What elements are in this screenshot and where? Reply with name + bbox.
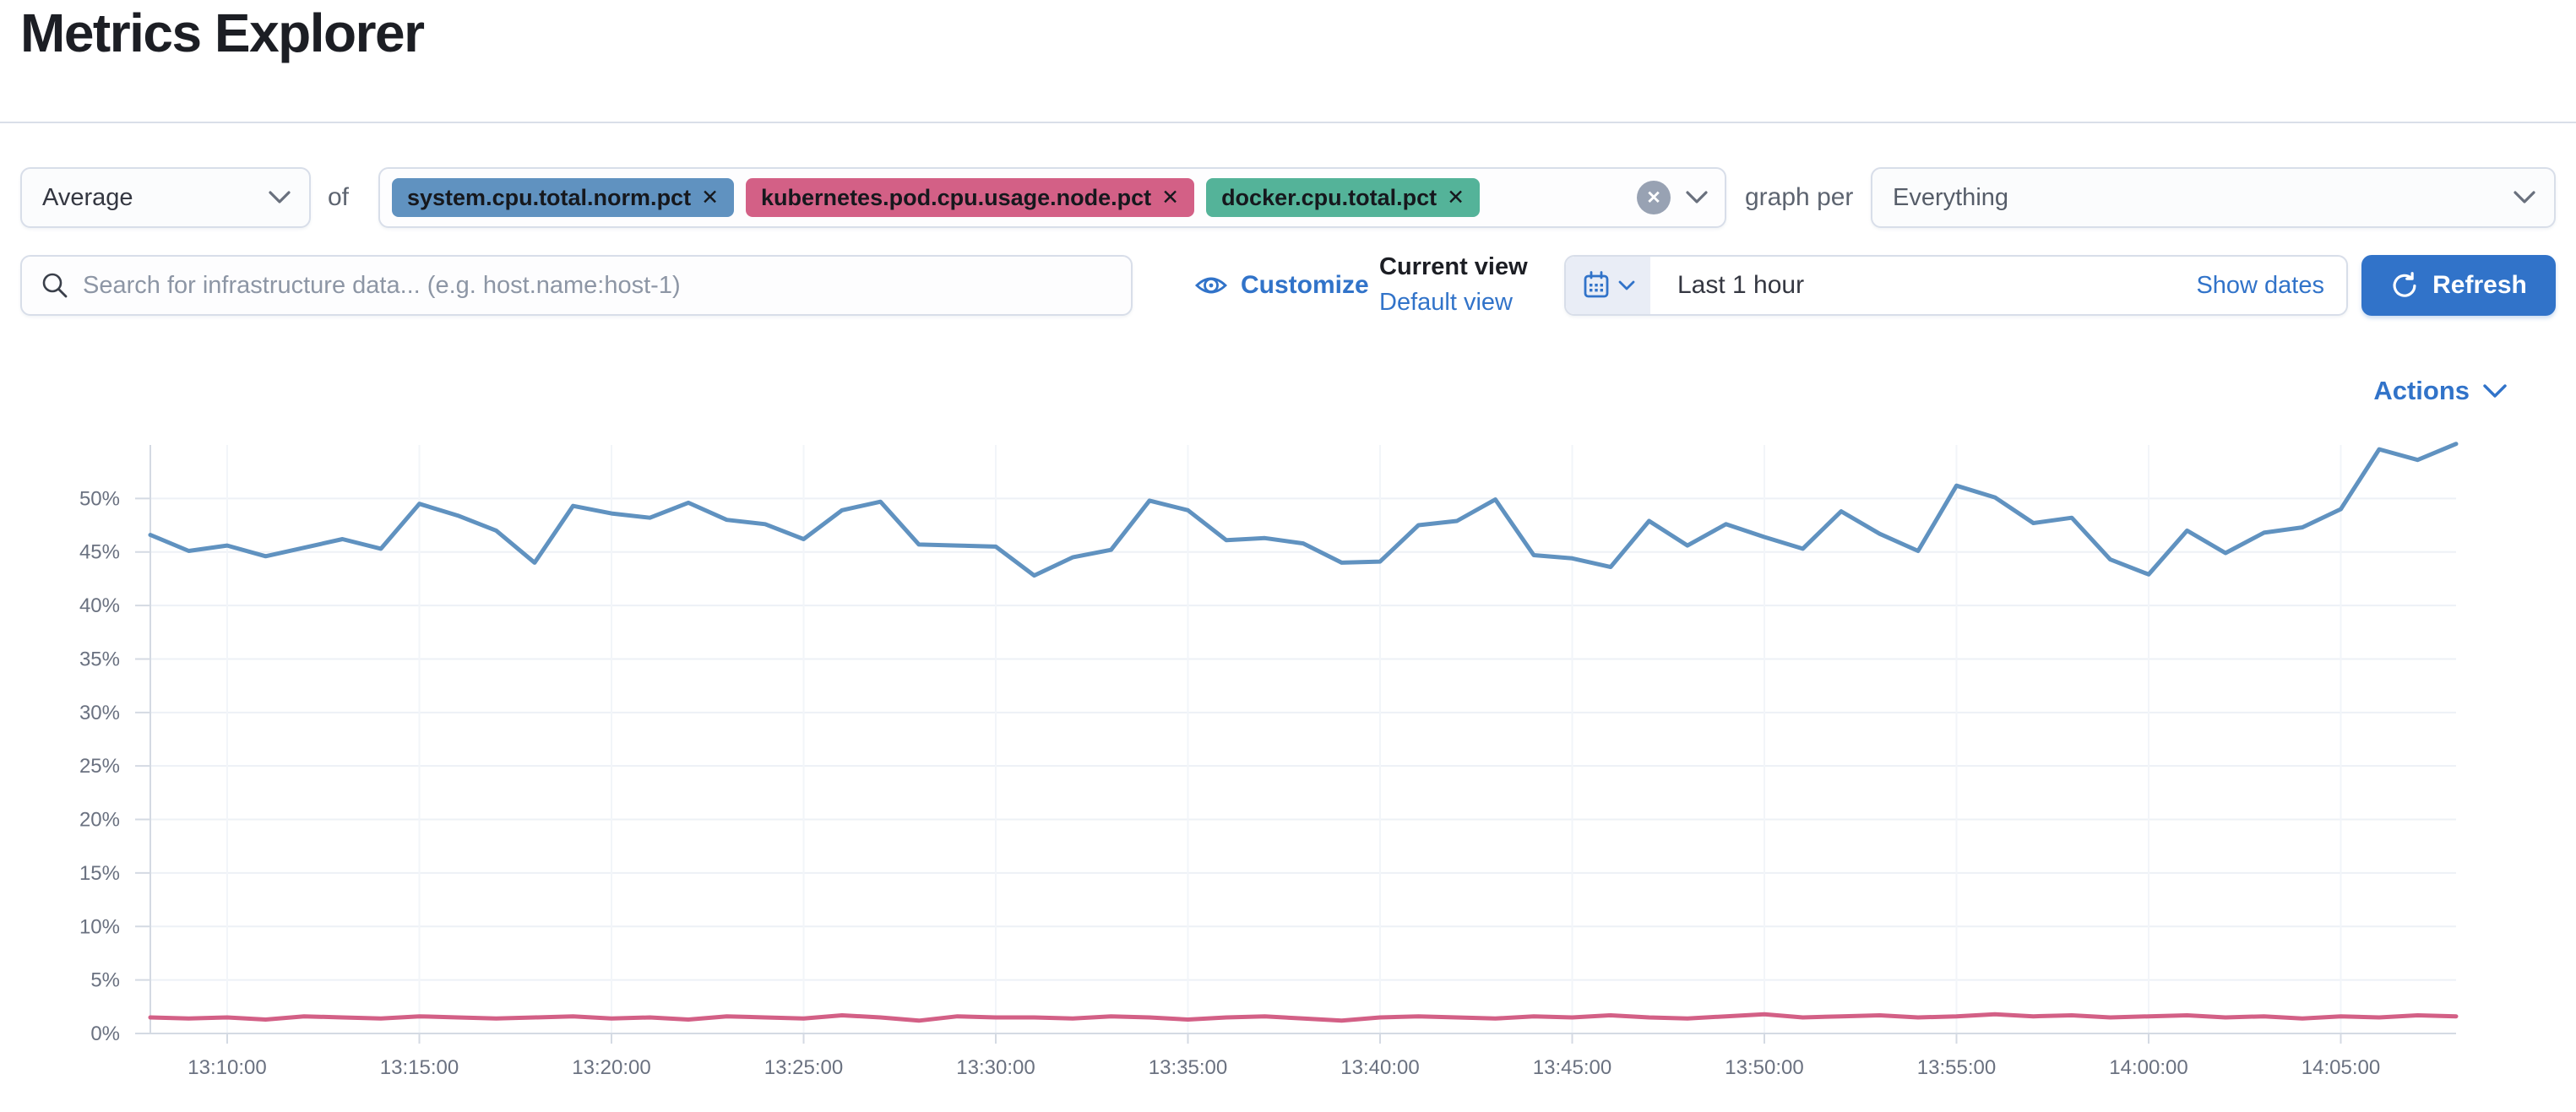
actions-menu-button[interactable]: Actions [2373,376,2507,406]
svg-text:15%: 15% [79,862,120,885]
search-icon [22,271,69,300]
refresh-button[interactable]: Refresh [2361,255,2556,316]
chevron-down-icon[interactable] [1686,191,1708,204]
svg-text:40%: 40% [79,594,120,617]
svg-text:14:00:00: 14:00:00 [2109,1056,2187,1079]
svg-text:13:45:00: 13:45:00 [1533,1056,1611,1079]
metrics-chart[interactable]: 0% 5% 10% 15% 20% 25% 30% 35% 40% 45% 50% 13:10:00 1… [0,422,2576,1108]
metric-tag-label: docker.cpu.total.pct [1221,184,1437,210]
chevron-down-icon [1618,280,1635,290]
svg-text:13:55:00: 13:55:00 [1917,1056,1996,1079]
calendar-icon [1584,271,1609,298]
page-title: Metrics Explorer [20,3,425,63]
svg-text:20%: 20% [79,809,120,832]
time-range-picker: Last 1 hour Show dates [1564,255,2348,316]
saved-view-picker: Current view Default view [1379,253,1548,317]
refresh-label: Refresh [2432,271,2527,299]
eye-icon [1194,277,1228,294]
aggregation-value: Average [42,183,133,211]
search-input[interactable] [69,260,1131,311]
svg-text:13:30:00: 13:30:00 [956,1056,1035,1079]
metric-tag-label: kubernetes.pod.cpu.usage.node.pct [761,184,1152,210]
svg-text:5%: 5% [90,969,120,992]
title-divider [0,122,2576,123]
show-dates-link[interactable]: Show dates [2196,271,2324,299]
svg-text:10%: 10% [79,915,120,938]
default-view-link[interactable]: Default view [1379,289,1513,316]
svg-text:0%: 0% [90,1022,120,1045]
remove-metric-icon[interactable]: ✕ [1447,186,1465,209]
aggregation-select[interactable]: Average [20,167,311,228]
svg-text:13:25:00: 13:25:00 [764,1056,843,1079]
svg-text:25%: 25% [79,755,120,778]
svg-text:13:50:00: 13:50:00 [1725,1056,1803,1079]
calendar-menu-button[interactable] [1566,257,1650,314]
chevron-down-icon [269,191,291,203]
search-input-container [20,255,1133,316]
metric-tag[interactable]: docker.cpu.total.pct ✕ [1206,178,1481,217]
graph-per-value: Everything [1893,183,2009,211]
svg-text:13:20:00: 13:20:00 [572,1056,650,1079]
customize-button[interactable]: Customize [1194,255,1369,316]
current-view-label: Current view [1379,253,1528,280]
chevron-down-icon [2514,191,2535,203]
svg-text:30%: 30% [79,702,120,724]
svg-text:13:10:00: 13:10:00 [187,1056,266,1079]
metrics-combobox[interactable]: system.cpu.total.norm.pct ✕ kubernetes.p… [378,167,1726,228]
time-range-value[interactable]: Last 1 hour [1677,271,1805,299]
metric-tag[interactable]: kubernetes.pod.cpu.usage.node.pct ✕ [746,178,1195,217]
remove-metric-icon[interactable]: ✕ [701,186,720,209]
metric-tag[interactable]: system.cpu.total.norm.pct ✕ [392,178,735,217]
graph-per-label: graph per [1745,183,1854,211]
actions-label: Actions [2373,376,2470,405]
svg-text:14:05:00: 14:05:00 [2302,1056,2380,1079]
customize-label: Customize [1241,271,1369,299]
graph-per-select[interactable]: Everything [1871,167,2556,228]
svg-text:50%: 50% [79,487,120,510]
refresh-icon [2393,272,2416,297]
svg-text:13:15:00: 13:15:00 [380,1056,459,1079]
clear-all-metrics-button[interactable]: ✕ [1637,181,1671,214]
svg-text:13:40:00: 13:40:00 [1340,1056,1419,1079]
of-label: of [328,183,350,211]
svg-text:13:35:00: 13:35:00 [1149,1056,1227,1079]
chevron-down-icon [2483,383,2507,398]
metric-tag-label: system.cpu.total.norm.pct [407,184,692,210]
svg-text:35%: 35% [79,648,120,670]
svg-text:45%: 45% [79,541,120,564]
remove-metric-icon[interactable]: ✕ [1161,186,1180,209]
